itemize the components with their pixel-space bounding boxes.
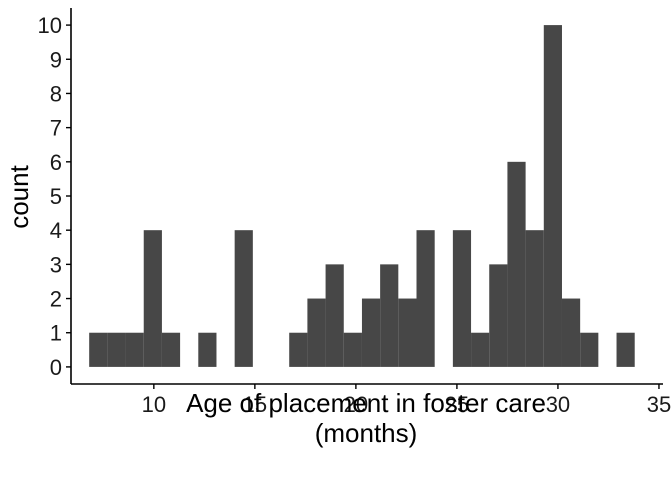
histogram-bar-25 — [543, 25, 562, 367]
histogram-bar-3 — [143, 230, 162, 367]
histogram-bar-18 — [416, 230, 435, 367]
histogram-bar-16 — [380, 264, 399, 367]
y-tick-label-8: 8 — [50, 81, 62, 106]
y-tick-label-2: 2 — [50, 287, 62, 312]
x-axis-ticks: 10 15 20 25 30 35 — [142, 384, 671, 417]
y-tick-label-9: 9 — [50, 47, 62, 72]
histogram-bar-15 — [361, 298, 381, 367]
histogram-bar-12 — [307, 298, 326, 367]
y-tick-label-5: 5 — [50, 184, 62, 209]
histogram-bar-14 — [343, 332, 362, 367]
histogram-bar-8 — [234, 230, 253, 367]
y-tick-label-7: 7 — [50, 116, 62, 141]
histogram-bar-20 — [452, 230, 472, 367]
y-tick-label-1: 1 — [50, 321, 62, 346]
y-tick-label-3: 3 — [50, 252, 62, 277]
histogram-bar-1 — [107, 332, 126, 367]
histogram-bars — [89, 25, 635, 367]
x-tick-label-10: 10 — [142, 392, 166, 417]
histogram-bar-21 — [471, 332, 490, 367]
x-tick-label-35: 35 — [647, 392, 671, 417]
x-tick-label-30: 30 — [546, 392, 570, 417]
histogram-bar-0 — [89, 332, 108, 367]
y-tick-label-10: 10 — [38, 13, 62, 38]
histogram-bar-4 — [161, 332, 181, 367]
histogram-bar-13 — [325, 264, 344, 367]
x-tick-label-15: 15 — [243, 392, 267, 417]
histogram-bar-23 — [507, 161, 526, 367]
histogram-bar-26 — [561, 298, 581, 367]
histogram-bar-24 — [525, 230, 544, 367]
y-axis-ticks: 0 1 2 3 4 5 6 7 8 9 10 — [38, 13, 71, 380]
x-tick-label-20: 20 — [344, 392, 368, 417]
histogram-bar-22 — [489, 264, 508, 367]
y-tick-label-4: 4 — [50, 218, 62, 243]
histogram-bar-6 — [198, 332, 217, 367]
histogram-bar-17 — [398, 298, 417, 367]
x-axis-title-line1: Age of placement in foster care — [186, 388, 546, 418]
histogram-bar-27 — [580, 332, 599, 367]
y-tick-label-6: 6 — [50, 150, 62, 175]
histogram-bar-29 — [616, 332, 635, 367]
x-tick-label-25: 25 — [445, 392, 469, 417]
histogram-bar-11 — [289, 332, 308, 367]
x-axis-title-line2: (months) — [315, 418, 418, 448]
histogram-bar-2 — [125, 332, 144, 367]
y-tick-label-0: 0 — [50, 355, 62, 380]
y-axis-title: count — [4, 164, 34, 228]
